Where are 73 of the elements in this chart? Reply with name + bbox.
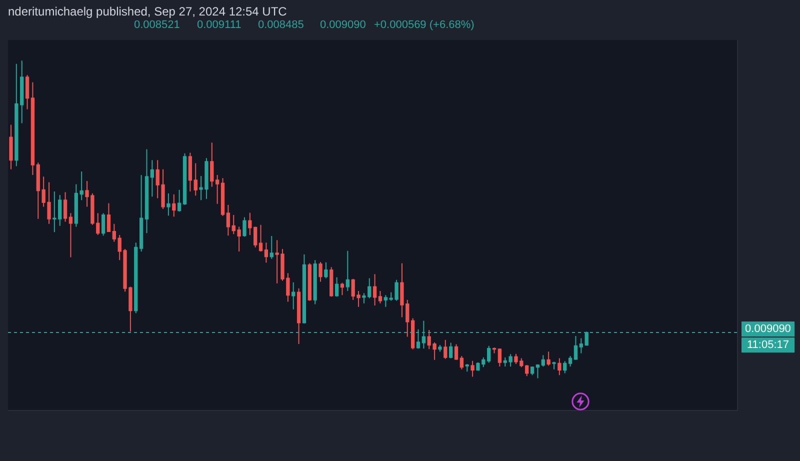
candlestick: [498, 348, 502, 368]
candlestick: [465, 364, 469, 372]
candlestick: [558, 358, 562, 376]
candlestick: [410, 318, 415, 350]
text: 0.008485: [258, 19, 304, 31]
candlestick: [9, 124, 13, 170]
candlestick: [552, 361, 556, 370]
candlestick: [144, 148, 149, 234]
candlestick: [384, 294, 388, 308]
candlestick: [150, 160, 154, 198]
candlestick: [536, 364, 540, 379]
candlestick: [563, 360, 567, 374]
candlestick: [74, 184, 78, 228]
candlestick: [546, 351, 550, 366]
chart-title: nderitumichaelg published, Sep 27, 2024 12:54 UTC: [8, 4, 288, 19]
candlestick: [487, 345, 491, 364]
candlestick: [330, 266, 334, 298]
candlestick: [470, 360, 474, 378]
candlestick: [460, 356, 464, 370]
text: 0.009090: [745, 323, 791, 335]
candlestick: [568, 356, 572, 368]
candlestick: [139, 174, 144, 252]
candlestick: [292, 282, 296, 310]
candlestick: [444, 339, 448, 360]
candlestick: [106, 202, 111, 232]
text: 0.009090: [320, 19, 366, 31]
candlestick: [248, 212, 252, 236]
candlestick: [334, 276, 339, 298]
candlestick: [30, 82, 35, 176]
candlestick: [574, 336, 578, 360]
candlestick: [308, 262, 312, 302]
candlestick: [378, 290, 382, 304]
candlestick: [80, 171, 84, 201]
candlestick: [254, 226, 258, 248]
candlestick: [579, 338, 583, 354]
candlestick: [541, 354, 545, 368]
text: 11:05:17: [746, 339, 790, 351]
candlestick: [25, 74, 30, 110]
candlestick: [318, 262, 322, 282]
candlestick: [177, 189, 182, 212]
text: 0.008521: [134, 19, 180, 31]
candlestick: [182, 152, 187, 206]
candlestick: [264, 242, 268, 264]
candlestick: [313, 260, 317, 305]
candlestick: [302, 254, 306, 324]
candlestick: [492, 346, 496, 354]
candlestick: [63, 192, 68, 222]
candlestick: [101, 212, 106, 236]
candlestick: [372, 274, 377, 306]
candlestick: [216, 174, 220, 204]
candlestick: [68, 212, 73, 258]
candlestick: [438, 344, 442, 352]
candlestick: [220, 178, 225, 216]
candlestick: [210, 142, 214, 188]
candlestick: [449, 342, 453, 359]
candlestick: [188, 152, 192, 192]
candlestick: [296, 288, 301, 344]
candlestick: [172, 194, 176, 218]
candlestick: [324, 262, 328, 279]
candlestick: [194, 162, 198, 196]
candlestick: [166, 192, 170, 216]
candlestick: [270, 235, 274, 260]
candlestick: [530, 366, 534, 376]
candlestick: [112, 223, 116, 242]
candlestick: [226, 204, 230, 236]
text: +0.000569 (+6.68%): [374, 19, 474, 31]
candlestick: [346, 250, 350, 292]
candlestick: [454, 344, 458, 360]
candlestick: [134, 242, 138, 314]
candlestick: [242, 216, 246, 238]
text: 0.009111: [197, 19, 242, 31]
candlestick: [258, 224, 263, 252]
candlestick: [340, 282, 344, 296]
